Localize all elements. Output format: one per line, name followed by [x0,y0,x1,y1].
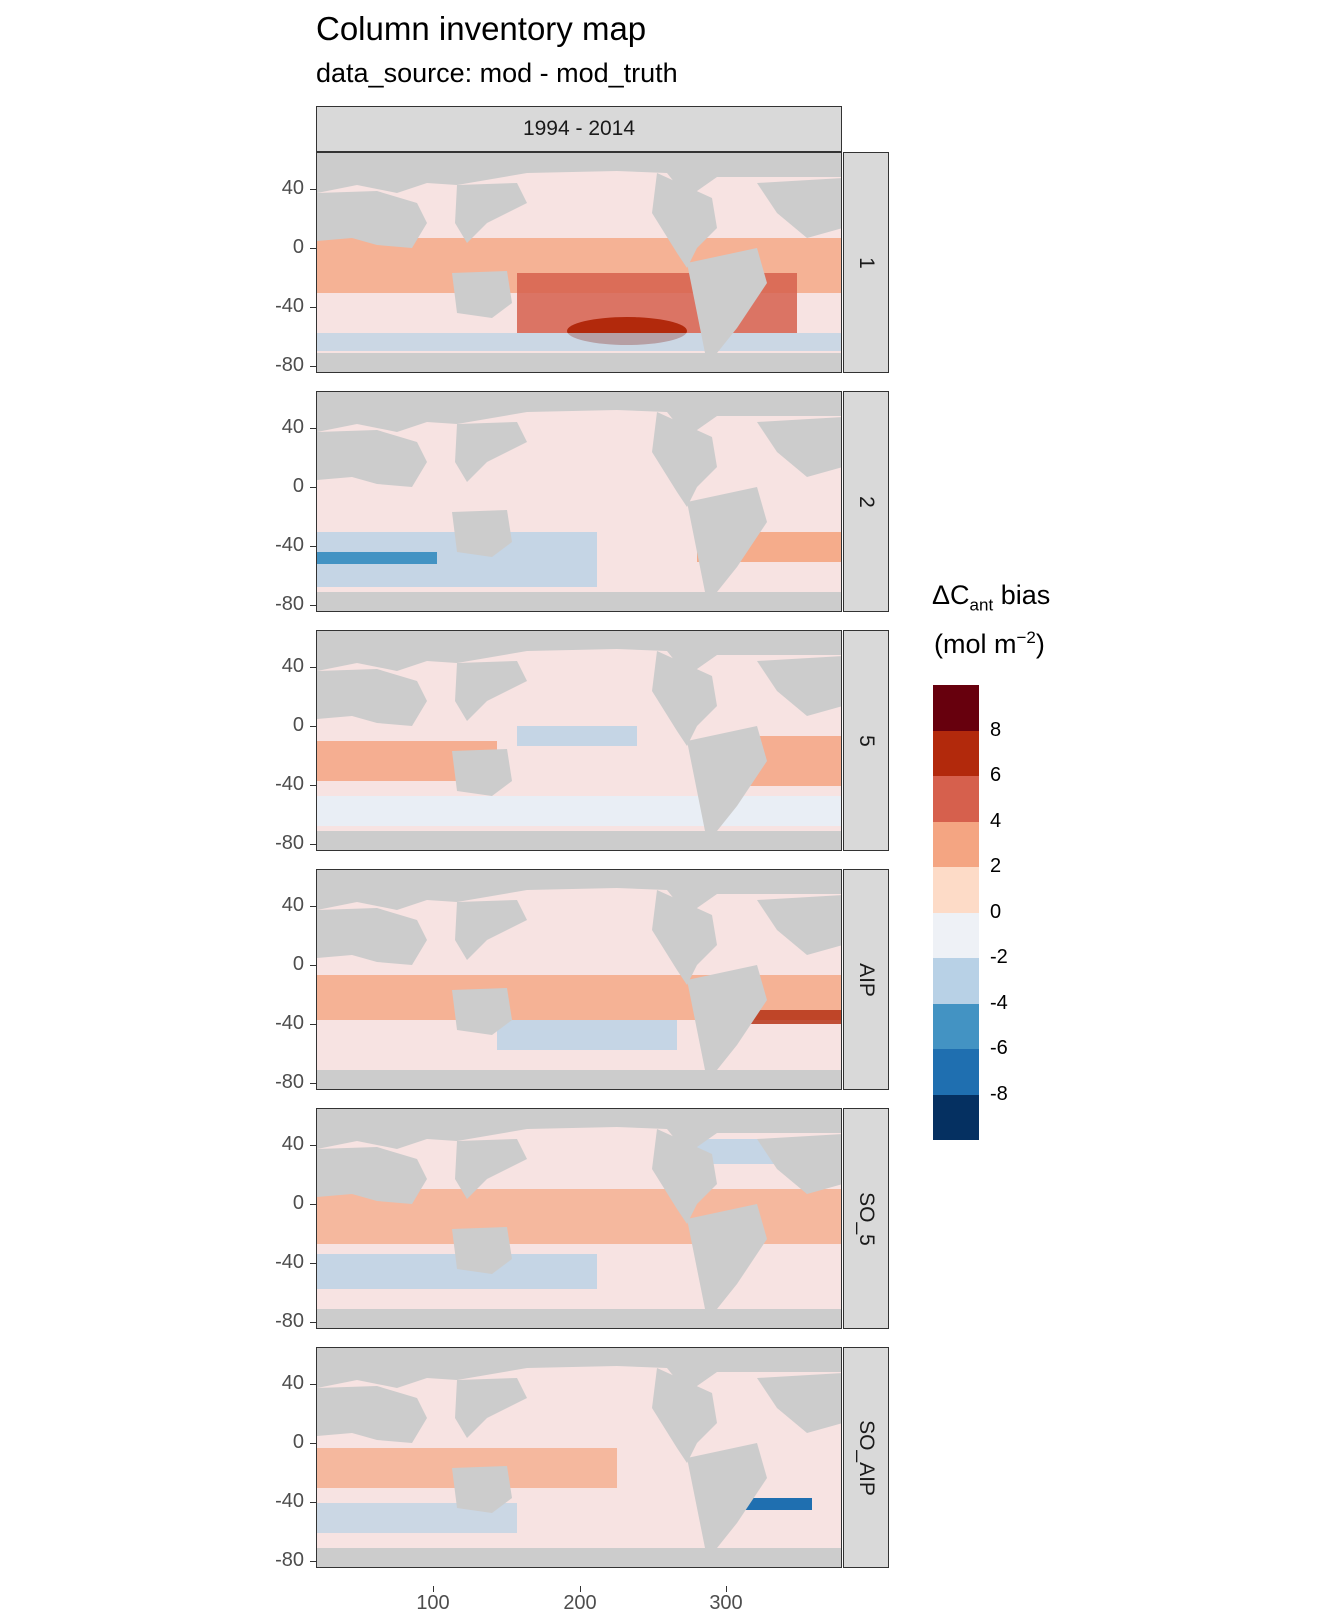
legend-unit: (mol m−2) [934,628,1045,659]
y-tick-label: -40 [275,1490,304,1512]
legend-label: -4 [990,991,1008,1014]
legend-label: 8 [990,718,1002,741]
y-tick-mark [310,1322,316,1323]
x-tick-mark [580,1586,581,1592]
y-tick-mark [310,248,316,249]
facet-strip-label: SO_AIP [855,1419,878,1496]
y-tick-label: 0 [292,475,304,497]
y-tick-mark [310,1263,316,1264]
legend-swatch [933,1003,979,1049]
legend-label: -2 [990,946,1008,968]
map-panel [316,391,842,612]
y-tick-mark [310,1443,316,1444]
legend-label: 4 [990,809,1002,832]
y-tick-label: 0 [292,953,304,975]
legend-swatch [933,776,979,822]
y-tick-mark [310,965,316,966]
legend-colorbar [933,685,979,1140]
y-tick-label: -80 [275,354,304,376]
legend-swatch [933,867,979,913]
y-tick-label: -80 [275,1310,304,1332]
y-tick-mark [310,546,316,547]
legend-label: -8 [990,1082,1008,1105]
y-tick-mark [310,605,316,606]
y-tick-label: -40 [275,1251,304,1273]
y-tick-mark [310,366,316,367]
y-tick-mark [310,726,316,727]
facet-strip-label: 2 [855,495,878,508]
y-tick-mark [310,307,316,308]
facet-strip-right: 5 [843,630,889,851]
facet-strip-right: 2 [843,391,889,612]
facet-strip-label: SO_5 [855,1191,879,1246]
y-tick-label: 0 [292,1431,304,1453]
y-tick-mark [310,1024,316,1025]
x-tick-label: 100 [416,1592,450,1614]
y-tick-label: 0 [292,236,304,258]
y-tick-mark [310,785,316,786]
y-tick-label: 0 [292,714,304,736]
y-tick-label: -40 [275,1012,304,1034]
y-tick-label: 40 [281,1372,304,1394]
y-tick-label: -40 [275,534,304,556]
legend-label: 6 [990,764,1002,786]
y-tick-label: -80 [275,832,304,854]
legend-title: ΔCant bias [932,580,1051,615]
legend-swatch [933,1049,979,1095]
y-tick-label: -40 [275,773,304,795]
x-tick-label: 300 [709,1592,743,1614]
y-tick-mark [310,1083,316,1084]
y-tick-label: -80 [275,593,304,615]
y-tick-mark [310,1384,316,1385]
facet-strip-label: 5 [855,734,878,747]
map-panel [316,152,842,373]
legend-swatch [933,730,979,776]
y-tick-mark [310,1145,316,1146]
x-tick-mark [433,1586,434,1592]
facet-strip-label: AIP [854,962,878,997]
facet-strip-right: 1 [843,152,889,373]
facet-strip-label: 1 [855,256,878,269]
y-tick-label: -80 [275,1071,304,1093]
y-tick-label: 0 [292,1192,304,1214]
legend-swatch [933,1094,979,1140]
y-tick-label: -80 [275,1549,304,1571]
y-tick-mark [310,428,316,429]
legend-swatch [933,821,979,867]
y-tick-mark [310,189,316,190]
map-panel [316,1108,842,1329]
legend-label: -6 [990,1037,1008,1059]
facet-strip-right: SO_AIP [843,1347,889,1568]
y-tick-mark [310,1561,316,1562]
y-tick-mark [310,487,316,488]
map-panel [316,630,842,851]
chart-subtitle: data_source: mod - mod_truth [316,58,678,88]
legend-label: 2 [990,855,1002,877]
y-tick-label: 40 [281,416,304,438]
legend-swatch [933,912,979,958]
y-tick-label: 40 [281,177,304,199]
facet-strip-right: AIP [843,869,889,1090]
y-tick-mark [310,1204,316,1205]
y-tick-mark [310,906,316,907]
x-tick-mark [726,1586,727,1592]
facet-strip-top-label: 1994 - 2014 [522,117,636,140]
y-tick-mark [310,844,316,845]
x-tick-label: 200 [563,1592,597,1614]
y-tick-label: 40 [281,894,304,916]
chart-title: Column inventory map [316,10,647,47]
legend-swatch [933,958,979,1004]
legend-label: 0 [990,900,1002,923]
y-tick-label: 40 [281,1133,304,1155]
map-panel [316,1347,842,1568]
map-panel [316,869,842,1090]
legend-swatch [933,685,979,731]
facet-strip-top: 1994 - 2014 [316,106,842,152]
y-tick-label: 40 [281,655,304,677]
facet-strip-right: SO_5 [843,1108,889,1329]
y-tick-mark [310,667,316,668]
y-tick-mark [310,1502,316,1503]
y-tick-label: -40 [275,295,304,317]
